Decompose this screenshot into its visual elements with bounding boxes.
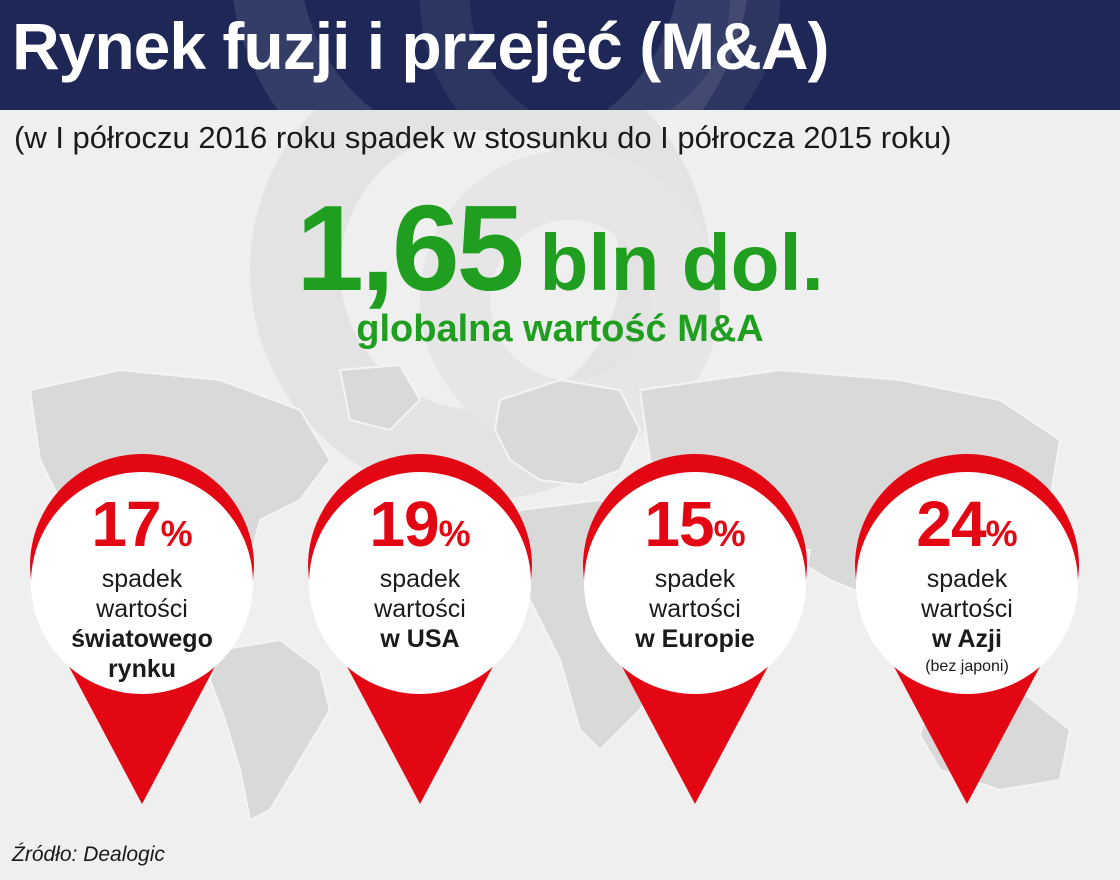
page-title: Rynek fuzji i przejęć (M&A) — [12, 9, 829, 83]
pin-line-2: wartości — [96, 595, 188, 623]
page-subtitle: (w I półroczu 2016 roku spadek w stosunk… — [14, 120, 952, 155]
header-banner: Rynek fuzji i przejęć (M&A) — [0, 0, 1120, 110]
pin-percent-sign: % — [160, 513, 193, 554]
pin-content: 24% spadek wartości w Azji (bez japoni) — [856, 492, 1078, 680]
map-pin-icon — [855, 454, 1079, 804]
pin-percent: 17% — [31, 492, 253, 556]
pin-usa: 19% spadek wartości w USA — [289, 452, 551, 812]
pin-content: 15% spadek wartości w Europie — [584, 492, 806, 654]
pin-asia: 24% spadek wartości w Azji (bez japoni) — [836, 452, 1098, 812]
pin-percent-sign: % — [985, 513, 1018, 554]
map-pin-icon — [583, 454, 807, 804]
pin-percent: 19% — [309, 492, 531, 556]
pin-note: (bez japoni) — [925, 658, 1009, 675]
pin-line-1: spadek — [926, 565, 1008, 593]
pin-line-3: w USA — [380, 625, 460, 653]
pin-line-3: w Azji — [932, 625, 1002, 653]
map-greenland — [338, 363, 422, 432]
headline-unit: bln dol. — [539, 218, 824, 307]
map-pin-icon — [308, 454, 532, 804]
pin-europe: 15% spadek wartości w Europie — [564, 452, 826, 812]
pin-line-2: wartości — [921, 595, 1013, 623]
headline-number: 1,65 — [296, 180, 524, 316]
pin-percent-sign: % — [713, 513, 746, 554]
pin-line-1: spadek — [654, 565, 736, 593]
pin-line-1: spadek — [379, 565, 461, 593]
pin-percent: 15% — [584, 492, 806, 556]
pin-line-2: wartości — [374, 595, 466, 623]
pin-percent-value: 24 — [916, 488, 986, 560]
pin-line-3: w Europie — [635, 625, 755, 653]
headline-value: 1,65 bln dol. — [0, 178, 1120, 318]
pin-global: 17% spadek wartości światowego rynku — [11, 452, 273, 812]
pin-line-2: wartości — [649, 595, 741, 623]
pin-line-4: rynku — [107, 655, 177, 683]
pin-percent-sign: % — [438, 513, 471, 554]
pin-percent: 24% — [856, 492, 1078, 556]
pin-percent-value: 17 — [91, 488, 161, 560]
map-europe — [493, 378, 642, 487]
pin-content: 17% spadek wartości światowego rynku — [31, 492, 253, 684]
source-credit: Źródło: Dealogic — [12, 843, 165, 866]
pin-percent-value: 19 — [369, 488, 439, 560]
pin-line-1: spadek — [101, 565, 183, 593]
headline-caption: globalna wartość M&A — [356, 308, 764, 350]
pin-content: 19% spadek wartości w USA — [309, 492, 531, 654]
map-south-america — [208, 638, 332, 822]
map-pin-icon — [30, 454, 254, 804]
pin-percent-value: 15 — [644, 488, 714, 560]
pin-line-3: światowego — [71, 625, 213, 653]
